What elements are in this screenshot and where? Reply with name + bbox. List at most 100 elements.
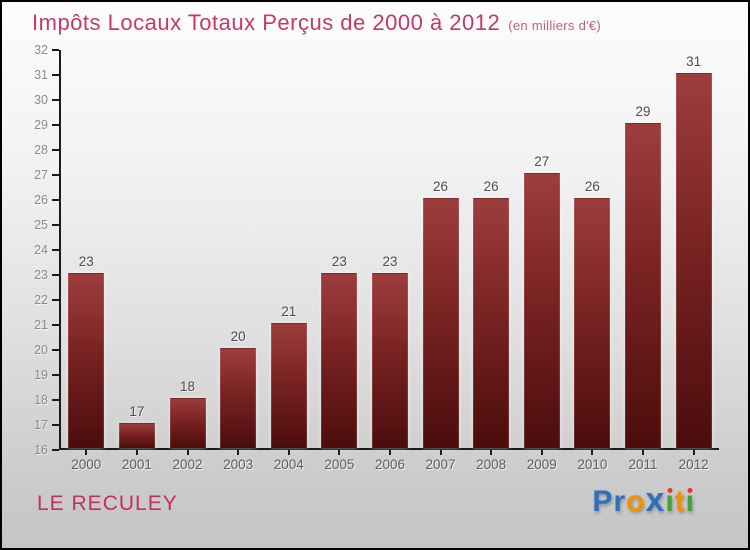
x-axis-label-2004: 2004 <box>273 457 304 472</box>
title-unit-suffix: (en milliers d'€) <box>508 18 602 33</box>
x-axis-label-2006: 2006 <box>374 457 405 472</box>
bar-2008 <box>473 198 510 448</box>
x-axis-tick <box>490 450 493 455</box>
bar-slot: 17 2001 <box>112 50 163 472</box>
y-axis-tick-label: 20 <box>34 343 48 357</box>
bar-value-label: 21 <box>281 304 297 319</box>
bar-slot: 23 2005 <box>314 50 365 472</box>
x-axis-tick <box>135 450 138 455</box>
x-axis-label-2007: 2007 <box>425 457 456 472</box>
proxiti-logo: Proxı tı <box>592 481 695 519</box>
y-axis-tick-label: 19 <box>34 368 48 382</box>
bar-2006 <box>371 273 408 448</box>
x-axis-tick <box>287 450 290 455</box>
x-axis-tick <box>237 450 240 455</box>
x-axis-tick <box>591 450 594 455</box>
page-title: Impôts Locaux Totaux Perçus de 2000 à 20… <box>32 10 501 35</box>
bar-slot: 21 2004 <box>263 50 314 472</box>
x-axis-label-2003: 2003 <box>223 457 254 472</box>
bar-value-label: 23 <box>78 254 94 269</box>
bar-value-label: 26 <box>433 179 449 194</box>
x-axis-tick <box>338 450 341 455</box>
logo-letter-dot <box>667 488 673 493</box>
x-axis-label-2000: 2000 <box>71 457 102 472</box>
y-axis: 16 17 18 19 20 21 22 23 24 25 26 27 28 29 30 31 32 <box>2 43 59 457</box>
bar-value-label: 31 <box>686 54 702 69</box>
logo-letter: ı <box>685 485 695 518</box>
y-axis-tick <box>52 149 59 151</box>
y-axis-tick <box>52 349 59 351</box>
y-axis-tick-label: 17 <box>34 418 48 432</box>
y-axis-tick <box>52 299 59 301</box>
bar-2001 <box>118 423 155 448</box>
bar-value-label: 23 <box>382 254 398 269</box>
bar-value-label: 26 <box>584 179 600 194</box>
y-axis-tick-label: 24 <box>34 243 48 257</box>
x-axis-label-2009: 2009 <box>526 457 557 472</box>
y-axis-tick <box>52 424 59 426</box>
bar-2005 <box>321 273 358 448</box>
logo-letter: r <box>613 485 627 518</box>
y-axis-tick <box>52 274 59 276</box>
location-label: LE RECULEY <box>37 492 178 515</box>
y-axis-tick <box>52 249 59 251</box>
y-axis-tick-label: 16 <box>34 443 48 457</box>
y-axis-tick-label: 29 <box>34 118 48 132</box>
logo-letter: x <box>645 481 666 519</box>
x-axis-label-2011: 2011 <box>628 457 658 472</box>
bar-2011 <box>625 123 661 448</box>
logo-letter: o <box>626 485 646 518</box>
logo-letter: ı <box>665 485 675 518</box>
x-axis-label-2001: 2001 <box>121 457 152 472</box>
x-axis-tick <box>642 450 644 455</box>
x-axis-tick <box>439 450 442 455</box>
bar-2009 <box>523 173 560 448</box>
y-axis-tick-label: 22 <box>34 293 48 307</box>
y-axis-tick <box>52 324 59 326</box>
bar-slot: 27 2009 <box>516 50 567 472</box>
x-axis-tick <box>692 450 695 455</box>
y-axis-tick-label: 30 <box>34 93 48 107</box>
logo-letter: P <box>592 485 614 518</box>
chart-header: Impôts Locaux Totaux Perçus de 2000 à 20… <box>32 10 601 36</box>
bar-2012 <box>675 73 712 448</box>
x-axis-label-2008: 2008 <box>476 457 507 472</box>
bar-slot: 26 2010 <box>567 50 618 472</box>
bar-value-label: 18 <box>180 379 196 394</box>
x-axis-label-2002: 2002 <box>172 457 203 472</box>
x-axis-label-2012: 2012 <box>678 457 709 472</box>
bar-slot: 23 2000 <box>61 50 112 472</box>
y-axis-tick <box>52 374 59 376</box>
bar-slot: 26 2007 <box>415 50 466 472</box>
bar-2002 <box>169 398 206 448</box>
y-axis-tick-label: 18 <box>34 393 48 407</box>
bar-slot: 26 2008 <box>466 50 517 472</box>
y-axis-tick <box>52 74 59 76</box>
x-axis-label-2005: 2005 <box>324 457 355 472</box>
bar-value-label: 23 <box>331 254 347 269</box>
y-axis-tick-label: 23 <box>34 268 48 282</box>
bar-2007 <box>422 198 459 448</box>
y-axis-tick-label: 27 <box>34 168 48 182</box>
bar-2003 <box>220 348 257 448</box>
y-axis-tick-label: 25 <box>34 218 48 232</box>
x-axis-tick <box>186 450 189 455</box>
y-axis-tick-label: 31 <box>34 68 48 82</box>
y-axis-tick <box>52 49 59 51</box>
x-axis-tick <box>540 450 543 455</box>
bar-2010 <box>574 198 611 448</box>
bar-slot: 29 2011 <box>618 50 669 472</box>
y-axis-tick-label: 21 <box>34 318 48 332</box>
bar-2004 <box>270 323 307 448</box>
y-axis-tick <box>52 99 59 101</box>
x-axis-tick <box>388 450 391 455</box>
bar-slot: 31 2012 <box>668 50 719 472</box>
bar-2000 <box>68 273 105 448</box>
plot-wrap: 23 2000 17 2001 18 2002 20 2003 21 2004 23 2005 23 20… <box>59 50 719 472</box>
plot-area: 23 2000 17 2001 18 2002 20 2003 21 2004 23 2005 23 20… <box>59 50 719 472</box>
bar-slot: 18 2002 <box>162 50 213 472</box>
y-axis-tick-label: 32 <box>34 43 48 57</box>
y-axis-tick <box>52 124 59 126</box>
bars-container: 23 2000 17 2001 18 2002 20 2003 21 2004 23 2005 23 20… <box>61 50 719 472</box>
